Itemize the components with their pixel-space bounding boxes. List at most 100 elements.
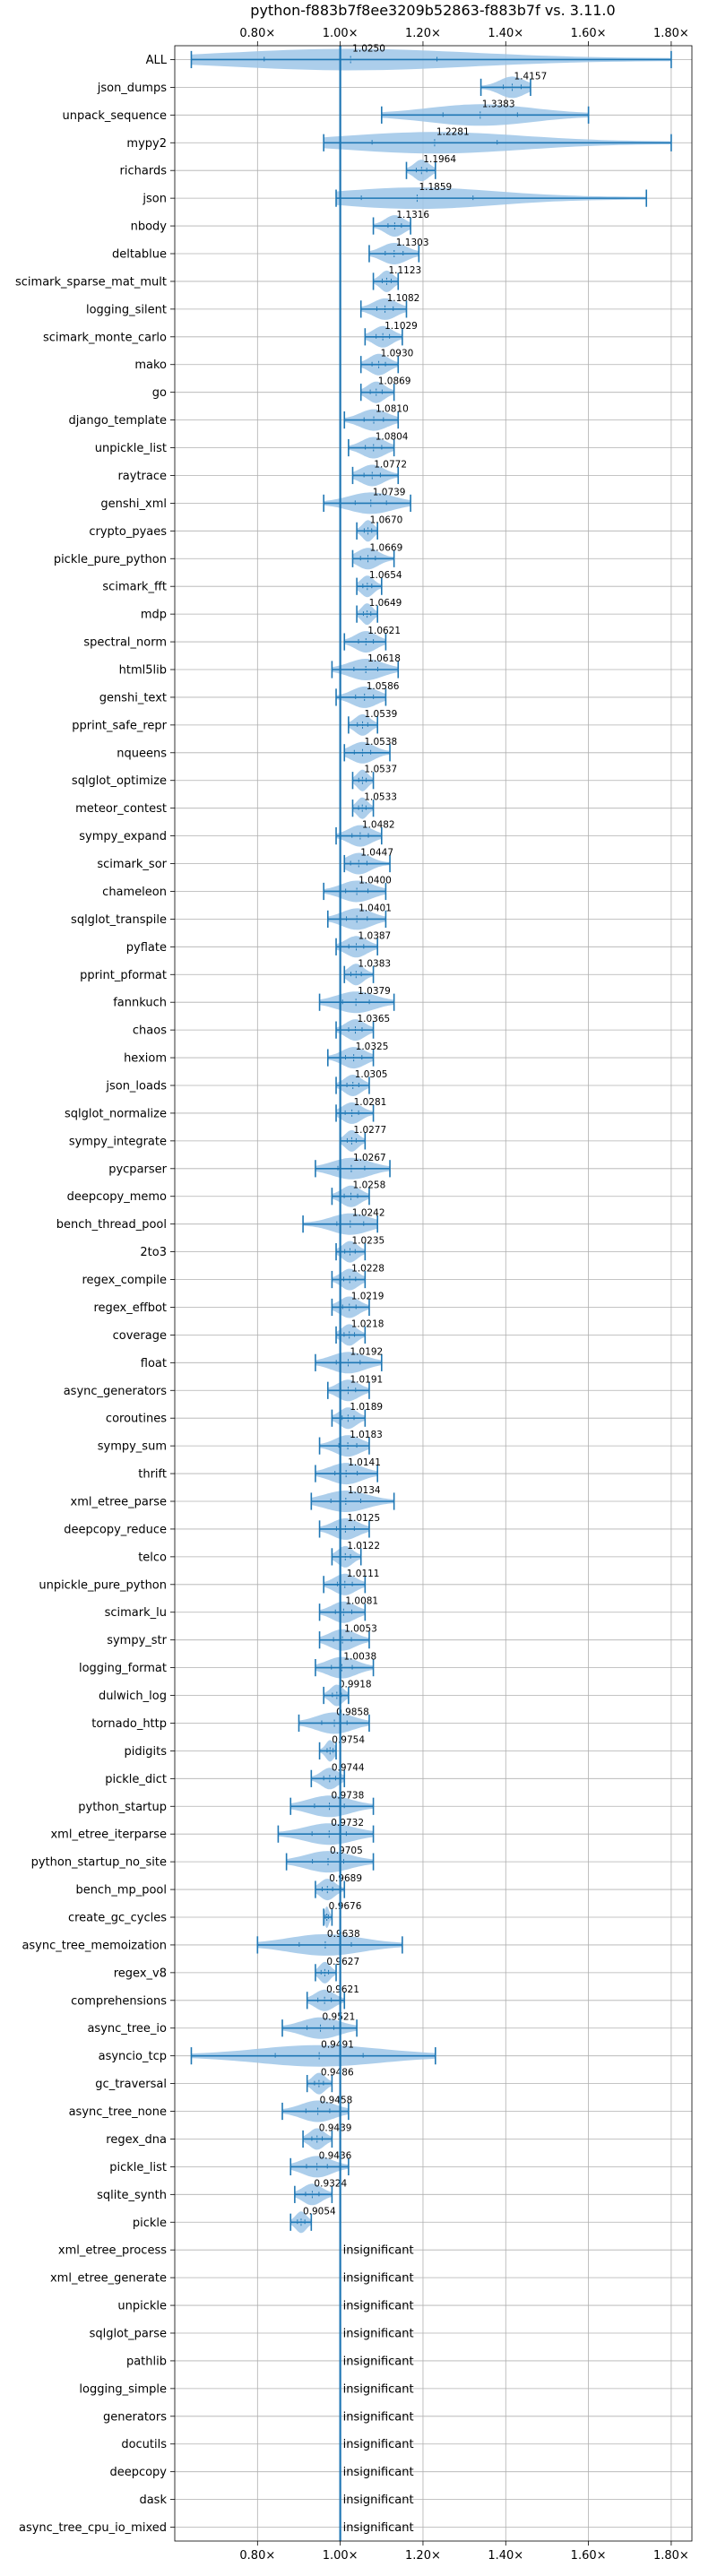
x-tick-label-bottom: 0.80× [239,2549,275,2563]
data-value-label: 1.0401 [358,903,392,913]
data-layer: 1.0250 1.4157 1.3383 1.2281 1.1964 1.1859 1.13… [190,43,672,2535]
insignificant-label: insignificant [343,2410,414,2424]
benchmark-label: generators [103,2410,167,2424]
benchmark-label: pyflate [126,941,167,955]
data-value-label: 1.1859 [419,182,452,193]
data-value-label: 1.0482 [362,820,395,831]
y-axis-labels: ALL json_dumps unpack_sequence mypy2 richard… [15,54,175,2535]
data-value-label: 1.1964 [423,154,456,165]
data-value-label: 1.0183 [350,1430,383,1440]
benchmark-label: coverage [113,1329,167,1343]
x-tick-label-top: 1.80× [653,27,689,40]
benchmark-label: create_gc_cycles [68,1912,167,1925]
data-value-label: 1.0192 [350,1346,384,1357]
x-tick-label-top: 1.40× [488,27,523,40]
data-value-label: 1.0810 [376,404,409,415]
x-tick-label-top: 1.20× [405,27,441,40]
x-tick-label-bottom: 1.00× [323,2549,358,2563]
benchmark-label: tornado_http [91,1717,167,1731]
data-value-label: 1.0218 [351,1318,384,1329]
insignificant-label: insignificant [343,2466,414,2479]
data-value-label: 0.9858 [336,1707,369,1717]
benchmark-label: xml_etree_parse [71,1496,167,1509]
data-value-label: 0.9324 [314,2178,347,2189]
data-value-label: 1.0242 [352,1208,385,1219]
data-value-label: 0.9439 [319,2122,352,2133]
benchmark-label: pprint_pformat [80,969,167,982]
benchmark-label: bench_thread_pool [56,1218,167,1232]
benchmark-label: bench_mp_pool [75,1884,167,1897]
data-value-label: 1.0141 [348,1457,381,1468]
benchmark-label: regex_effbot [93,1301,167,1315]
x-tick-label-bottom: 1.40× [488,2549,523,2563]
x-tick-label-top: 1.00× [323,27,358,40]
benchmark-label: fannkuch [113,997,167,1010]
benchmark-label: crypto_pyaes [89,525,167,539]
benchmark-label: unpack_sequence [62,109,167,123]
data-value-label: 0.9744 [332,1762,365,1773]
benchmark-label: genshi_xml [100,497,167,511]
benchmark-label: xml_etree_generate [50,2272,167,2286]
data-value-label: 0.9621 [326,1984,359,1995]
data-value-label: 0.9676 [329,1901,362,1912]
benchmark-label: pickle_list [109,2161,167,2174]
benchmark-label: mypy2 [126,137,167,151]
benchmark-label: pickle_pure_python [54,553,167,566]
data-value-label: 1.1316 [396,210,429,220]
benchmark-label: nbody [131,220,168,234]
benchmark-label: pickle_dict [105,1773,167,1786]
data-value-label: 1.3383 [482,99,515,109]
benchmark-label: scimark_sparse_mat_mult [15,275,167,289]
benchmark-label: python_startup [78,1801,167,1814]
benchmark-label: chaos [133,1024,167,1038]
x-tick-label-top: 0.80× [239,27,275,40]
data-value-label: 1.2281 [436,126,470,137]
benchmark-label: scimark_fft [102,581,167,594]
data-value-label: 1.0277 [353,1125,386,1136]
benchmark-label: django_template [69,414,167,428]
benchmark-label: pickle [133,2217,167,2230]
benchmark-label: meteor_contest [75,802,167,816]
benchmark-label: mako [134,359,167,372]
benchmark-label: telco [138,1551,167,1564]
insignificant-label: insignificant [343,2438,414,2451]
data-value-label: 1.0621 [367,626,401,636]
data-value-label: 1.0537 [364,765,397,775]
data-value-label: 1.0235 [351,1236,384,1247]
data-value-label: 0.9732 [331,1818,364,1828]
benchmark-label: richards [120,165,168,178]
data-value-label: 1.0111 [347,1569,380,1579]
data-value-label: 1.0365 [357,1014,390,1024]
benchmark-label: json_loads [105,1080,167,1094]
insignificant-label: insignificant [343,2300,414,2313]
chart-title: python-f883b7f8ee3209b52863-f883b7f vs. … [250,2,615,19]
data-value-label: 1.0189 [350,1402,383,1413]
benchmark-label: docutils [121,2438,167,2451]
data-value-label: 1.0281 [354,1097,387,1108]
data-value-label: 1.0038 [343,1652,376,1663]
benchmark-label: hexiom [124,1052,167,1066]
data-value-label: 0.9638 [327,1929,360,1940]
data-value-label: 0.9486 [321,2068,354,2079]
data-value-label: 1.0267 [353,1153,386,1163]
data-value-label: 1.0219 [351,1291,384,1301]
data-value-label: 1.0250 [352,43,385,54]
insignificant-label: insignificant [343,2328,414,2341]
data-value-label: 1.0228 [351,1264,384,1275]
data-value-label: 0.9491 [321,2040,354,2051]
data-value-label: 1.1123 [388,265,421,276]
benchmark-label: async_tree_io [87,2022,167,2036]
benchmark-label: sqlite_synth [97,2189,167,2202]
benchmark-label: chameleon [102,886,167,899]
benchmark-label: async_tree_cpu_io_mixed [19,2521,167,2535]
data-value-label: 0.9458 [320,2096,353,2106]
data-value-label: 0.9918 [339,1680,372,1690]
benchmark-label: nqueens [117,747,167,760]
data-value-label: 1.0122 [347,1541,380,1552]
benchmark-label: go [152,386,167,400]
benchmark-label: spectral_norm [83,636,167,650]
data-value-label: 0.9754 [332,1734,365,1745]
benchmark-label: json [142,193,167,206]
